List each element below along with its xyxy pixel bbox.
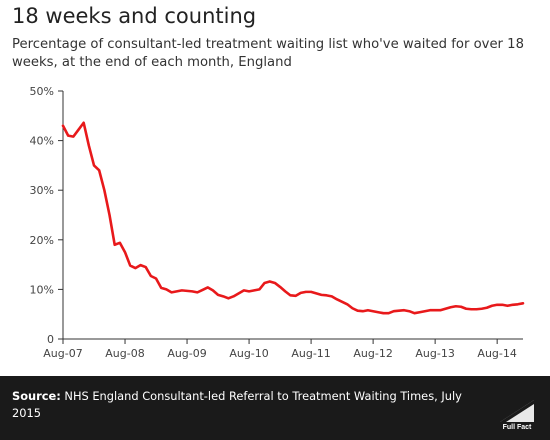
x-tick-label: Aug-10 (229, 347, 268, 360)
full-fact-logo: Full Fact (500, 400, 534, 431)
x-tick-label: Aug-08 (105, 347, 144, 360)
y-tick-label: 30% (30, 184, 54, 197)
line-chart: 0 10% 20% 30% 40% 50% Aug-07 Aug-08 Aug-09 Aug-10… (30, 85, 525, 360)
y-tick-label: 40% (30, 135, 54, 148)
footer-bar: Source: NHS England Consultant-led Refer… (0, 376, 550, 440)
source-text: NHS England Consultant-led Referral to T… (12, 389, 462, 420)
source-label: Source: (12, 389, 61, 403)
x-tick-label: Aug-09 (167, 347, 206, 360)
x-tick-label: Aug-07 (43, 347, 82, 360)
chart-title: 18 weeks and counting (12, 4, 257, 28)
y-tick-label: 0 (47, 333, 54, 346)
source-note: Source: NHS England Consultant-led Refer… (12, 388, 482, 422)
series-line (61, 121, 525, 315)
svg-text:Full Fact: Full Fact (503, 424, 532, 431)
chart-subtitle: Percentage of consultant-led treatment w… (12, 37, 524, 70)
y-tick-label: 50% (30, 85, 54, 98)
x-tick-label: Aug-12 (353, 347, 392, 360)
y-tick-label: 20% (30, 234, 54, 247)
x-tick-label: Aug-11 (291, 347, 330, 360)
y-tick-label: 10% (30, 283, 54, 296)
x-tick-label: Aug-13 (415, 347, 454, 360)
x-tick-label: Aug-14 (477, 347, 516, 360)
